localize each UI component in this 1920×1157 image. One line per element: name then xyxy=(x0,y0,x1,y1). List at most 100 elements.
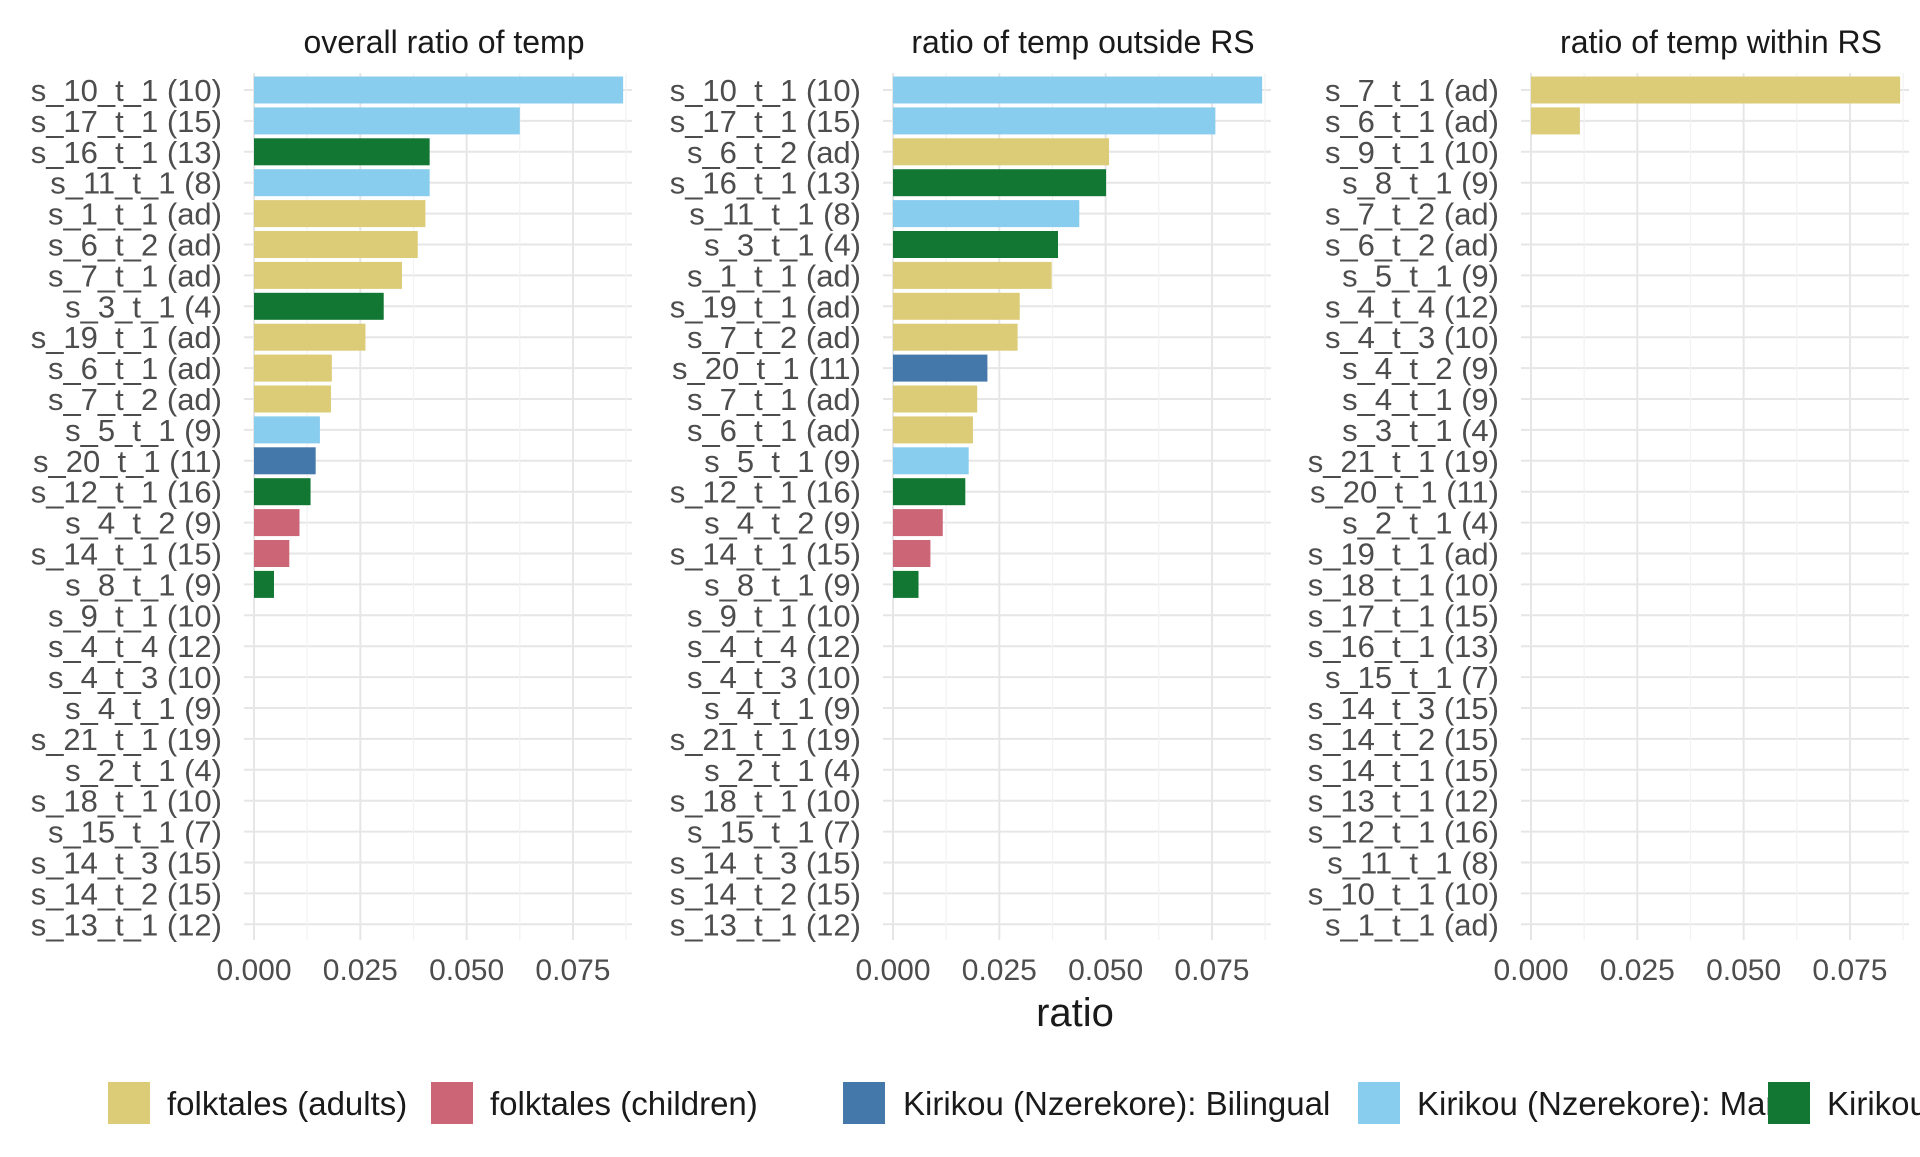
bar xyxy=(893,416,973,444)
category-label: s_6_t_2 (ad) xyxy=(1325,228,1499,263)
category-label: s_4_t_4 (12) xyxy=(48,629,222,664)
category-label: s_10_t_1 (10) xyxy=(31,73,222,108)
category-label: s_20_t_1 (11) xyxy=(1310,475,1499,510)
bar xyxy=(254,570,274,598)
category-label: s_7_t_2 (ad) xyxy=(687,320,861,355)
bar xyxy=(893,509,943,537)
legend-item: folktales (children) xyxy=(431,1082,758,1124)
category-label: s_2_t_1 (4) xyxy=(65,753,222,788)
panel-within-rs: ratio of temp within RS s_7_t_1 (ad) s_6_t… xyxy=(1308,24,1909,987)
legend-label: Kirikou (Nzerekore): Bilingual xyxy=(903,1085,1330,1122)
category-label: s_1_t_1 (ad) xyxy=(687,258,861,293)
category-label: s_14_t_1 (15) xyxy=(670,537,861,572)
legend-swatch xyxy=(1768,1082,1810,1124)
category-label: s_6_t_2 (ad) xyxy=(48,228,222,263)
x-tick-label: 0.050 xyxy=(1706,954,1781,987)
category-label: s_17_t_1 (15) xyxy=(31,104,222,139)
bar xyxy=(254,323,366,351)
category-label: s_3_t_1 (4) xyxy=(65,289,222,324)
category-label: s_6_t_1 (ad) xyxy=(687,413,861,448)
category-label: s_7_t_1 (ad) xyxy=(1325,73,1499,108)
category-label: s_2_t_1 (4) xyxy=(1342,506,1499,541)
x-tick-label: 0.050 xyxy=(1068,954,1143,987)
bar xyxy=(893,107,1216,135)
legend-label: folktales (adults) xyxy=(167,1085,407,1122)
category-label: s_8_t_1 (9) xyxy=(704,567,861,602)
category-label: s_4_t_3 (10) xyxy=(48,660,222,695)
category-label: s_2_t_1 (4) xyxy=(704,753,861,788)
category-label: s_4_t_4 (12) xyxy=(687,629,861,664)
category-label: s_14_t_1 (15) xyxy=(31,537,222,572)
category-label: s_1_t_1 (ad) xyxy=(1325,907,1499,942)
category-label: s_12_t_1 (16) xyxy=(1308,815,1499,850)
category-label: s_4_t_1 (9) xyxy=(65,691,222,726)
category-label: s_4_t_1 (9) xyxy=(1342,382,1499,417)
legend-item: Kirikou (Nzerekore): Mano xyxy=(1358,1082,1802,1124)
category-label: s_6_t_2 (ad) xyxy=(687,135,861,170)
bar xyxy=(893,231,1059,258)
bar xyxy=(893,138,1110,166)
x-tick-label: 0.050 xyxy=(429,954,504,987)
category-label: s_15_t_1 (7) xyxy=(687,815,861,850)
panel-title: ratio of temp within RS xyxy=(1560,24,1882,60)
x-tick-label: 0.025 xyxy=(323,954,398,987)
bar xyxy=(254,200,426,228)
bar xyxy=(254,354,332,382)
x-tick-label: 0.075 xyxy=(1174,954,1249,987)
category-label: s_7_t_2 (ad) xyxy=(48,382,222,417)
bar xyxy=(1531,107,1580,135)
category-label: s_6_t_1 (ad) xyxy=(48,351,222,386)
category-label: s_18_t_1 (10) xyxy=(31,784,222,819)
category-label: s_10_t_1 (10) xyxy=(1308,876,1499,911)
category-label: s_15_t_1 (7) xyxy=(48,815,222,850)
category-label: s_14_t_3 (15) xyxy=(31,846,222,881)
category-label: s_4_t_2 (9) xyxy=(65,506,222,541)
x-tick-label: 0.025 xyxy=(1600,954,1675,987)
category-label: s_1_t_1 (ad) xyxy=(48,197,222,232)
bar xyxy=(893,169,1107,197)
category-label: s_8_t_1 (9) xyxy=(65,567,222,602)
bar xyxy=(254,509,300,537)
legend-label: folktales (children) xyxy=(490,1085,758,1122)
category-label: s_4_t_1 (9) xyxy=(704,691,861,726)
legend-swatch xyxy=(1358,1082,1400,1124)
category-label: s_4_t_4 (12) xyxy=(1325,289,1499,324)
category-label: s_4_t_2 (9) xyxy=(704,506,861,541)
bar xyxy=(254,231,418,258)
category-label: s_21_t_1 (19) xyxy=(670,722,861,757)
bar xyxy=(893,261,1052,289)
bar xyxy=(254,169,430,197)
category-label: s_19_t_1 (ad) xyxy=(31,320,222,355)
x-tick-label: 0.000 xyxy=(216,954,291,987)
category-label: s_14_t_2 (15) xyxy=(1308,722,1499,757)
legend-swatch xyxy=(108,1082,150,1124)
gridlines xyxy=(1521,73,1909,940)
legend-item: Kirikou (Nzerekore): Bilingual xyxy=(843,1082,1330,1124)
category-label: s_5_t_1 (9) xyxy=(704,444,861,479)
category-label: s_17_t_1 (15) xyxy=(1308,598,1499,633)
category-label: s_20_t_1 (11) xyxy=(672,351,861,386)
category-label: s_11_t_1 (8) xyxy=(50,166,222,201)
category-label: s_5_t_1 (9) xyxy=(1342,258,1499,293)
category-label: s_7_t_2 (ad) xyxy=(1325,197,1499,232)
legend-item: Kirikou xyxy=(1768,1082,1920,1124)
bar xyxy=(254,385,331,413)
category-label: s_20_t_1 (11) xyxy=(33,444,222,479)
legend: folktales (adults) folktales (children) Ki… xyxy=(108,1082,1920,1124)
category-label: s_9_t_1 (10) xyxy=(1325,135,1499,170)
category-label: s_9_t_1 (10) xyxy=(48,598,222,633)
panel-title: ratio of temp outside RS xyxy=(911,24,1254,60)
category-label: s_18_t_1 (10) xyxy=(670,784,861,819)
category-label: s_13_t_1 (12) xyxy=(1308,784,1499,819)
category-label: s_8_t_1 (9) xyxy=(1342,166,1499,201)
category-label: s_10_t_1 (10) xyxy=(670,73,861,108)
x-tick-label: 0.075 xyxy=(535,954,610,987)
panel-overall-ratio: overall ratio of temp s_10_t_1 (10)s_17_t… xyxy=(31,24,632,987)
bar xyxy=(893,76,1263,104)
bar xyxy=(1531,76,1901,104)
bar xyxy=(893,447,969,475)
category-label: s_13_t_1 (12) xyxy=(31,907,222,942)
category-label: s_4_t_3 (10) xyxy=(1325,320,1499,355)
category-label: s_3_t_1 (4) xyxy=(704,228,861,263)
